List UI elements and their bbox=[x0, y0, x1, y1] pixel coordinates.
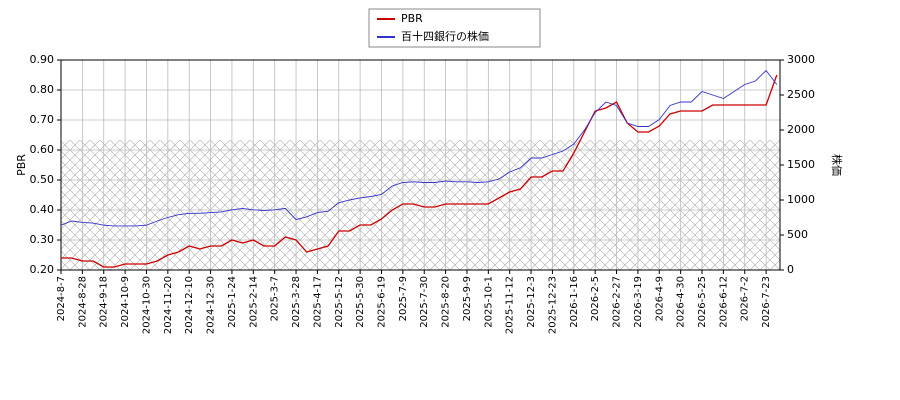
y2-tick-label: 1500 bbox=[787, 158, 815, 171]
y-tick-label: 0.20 bbox=[30, 263, 55, 276]
y-axis-label: PBR bbox=[15, 154, 28, 176]
x-tick-label: 2026-1-16 bbox=[569, 276, 580, 328]
y2-tick-label: 2500 bbox=[787, 88, 815, 101]
x-tick-label: 2025-3-28 bbox=[291, 276, 302, 328]
x-tick-label: 2026-6-12 bbox=[718, 276, 729, 328]
legend-box bbox=[368, 8, 541, 48]
y2-tick-label: 0 bbox=[787, 263, 794, 276]
x-tick-label: 2025-7-9 bbox=[398, 276, 409, 321]
x-tick-label: 2024-10-9 bbox=[120, 276, 131, 328]
y2-tick-label: 2000 bbox=[787, 123, 815, 136]
y2-tick-label: 1000 bbox=[787, 193, 815, 206]
hatch-band bbox=[61, 140, 780, 270]
y-tick-label: 0.70 bbox=[30, 113, 55, 126]
legend-label: 百十四銀行の株価 bbox=[401, 29, 489, 43]
x-tick-label: 2025-5-12 bbox=[334, 276, 345, 328]
y-tick-label: 0.90 bbox=[30, 53, 55, 66]
y2-axis-label: 株価 bbox=[830, 154, 844, 176]
plot-frame bbox=[60, 59, 781, 271]
x-tick-label: 2025-1-24 bbox=[227, 276, 238, 328]
x-tick-label: 2026-5-25 bbox=[697, 276, 708, 328]
x-tick-label: 2025-9-9 bbox=[462, 276, 473, 321]
x-tick-label: 2026-4-30 bbox=[676, 276, 687, 328]
x-tick-label: 2026-3-19 bbox=[633, 276, 644, 328]
x-tick-label: 2025-8-20 bbox=[441, 276, 452, 328]
x-tick-label: 2026-2-5 bbox=[590, 276, 601, 321]
x-tick-label: 2026-4-9 bbox=[654, 276, 665, 321]
x-tick-label: 2025-2-14 bbox=[248, 276, 259, 328]
x-tick-label: 2024-9-18 bbox=[99, 276, 110, 328]
x-tick-label: 2024-12-10 bbox=[184, 276, 195, 334]
x-tick-label: 2026-7-2 bbox=[740, 276, 751, 321]
y-tick-label: 0.30 bbox=[30, 233, 55, 246]
x-tick-label: 2024-12-30 bbox=[206, 276, 217, 334]
series-line bbox=[61, 74, 778, 268]
x-tick-label: 2026-2-27 bbox=[612, 276, 623, 328]
x-tick-label: 2025-12-23 bbox=[547, 276, 558, 334]
x-tick-label: 2026-7-23 bbox=[761, 276, 772, 328]
x-tick-label: 2025-3-7 bbox=[270, 276, 281, 321]
x-tick-label: 2025-11-12 bbox=[505, 276, 516, 334]
legend-label: PBR bbox=[401, 12, 423, 25]
y-tick-label: 0.60 bbox=[30, 143, 55, 156]
y-tick-label: 0.50 bbox=[30, 173, 55, 186]
x-tick-label: 2025-10-1 bbox=[483, 276, 494, 328]
y2-tick-label: 3000 bbox=[787, 53, 815, 66]
x-tick-label: 2024-11-20 bbox=[163, 276, 174, 334]
x-tick-label: 2024-8-28 bbox=[77, 276, 88, 328]
x-tick-label: 2024-8-7 bbox=[56, 276, 67, 321]
x-tick-label: 2024-10-30 bbox=[141, 276, 152, 334]
series-line bbox=[60, 69, 778, 227]
y2-tick-label: 500 bbox=[787, 228, 808, 241]
x-tick-label: 2025-7-30 bbox=[419, 276, 430, 328]
y-tick-label: 0.80 bbox=[30, 83, 55, 96]
x-tick-label: 2025-12-3 bbox=[526, 276, 537, 328]
y-tick-label: 0.40 bbox=[30, 203, 55, 216]
x-tick-label: 2025-4-17 bbox=[312, 276, 323, 328]
x-tick-label: 2025-5-30 bbox=[355, 276, 366, 328]
x-tick-label: 2025-6-19 bbox=[377, 276, 388, 328]
